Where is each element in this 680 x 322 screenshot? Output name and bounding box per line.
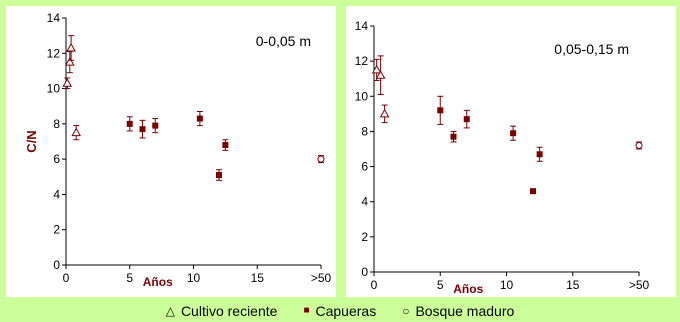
y-tick-label-12: 12 (47, 46, 61, 60)
y-tick-label-14: 14 (355, 19, 369, 33)
y-tick-label-0: 0 (361, 265, 368, 279)
y-tick-label-4: 4 (361, 195, 368, 209)
data-point-triangle-1 (64, 51, 75, 74)
square-marker (463, 116, 470, 123)
square-marker (450, 133, 457, 140)
y-axis-label: C/N (24, 130, 39, 152)
triangle-marker (379, 108, 390, 118)
data-point-square-4 (530, 188, 536, 195)
triangle-marker (66, 42, 76, 52)
chart-title: 0,05-0,15 m (554, 41, 629, 57)
data-point-triangle-0 (371, 58, 382, 81)
y-tick-label-8: 8 (361, 124, 368, 138)
data-point-square-2 (463, 109, 470, 129)
y-tick-label-2: 2 (361, 230, 368, 244)
x-tick-label-3: 15 (566, 278, 580, 292)
data-point-circle-0 (635, 141, 643, 150)
y-tick-label-0: 0 (53, 258, 60, 272)
square-marker (126, 120, 133, 127)
triangle-marker-icon: △ (165, 304, 175, 318)
triangle-marker (371, 64, 382, 74)
data-point-triangle-2 (66, 35, 76, 61)
legend-item-bosque: ○ Bosque maduro (402, 302, 514, 320)
legend-label-capueras: Capueras (315, 303, 377, 319)
x-tick-label-1: 5 (437, 278, 444, 292)
x-axis-label: Años (143, 275, 173, 289)
data-point-square-3 (510, 125, 517, 141)
circle-marker (317, 155, 325, 163)
x-tick-label-4: >50 (311, 271, 332, 285)
square-marker (152, 122, 159, 129)
x-tick-label-1: 5 (126, 271, 133, 285)
y-tick-label-2: 2 (53, 223, 60, 237)
square-marker (437, 107, 444, 114)
square-marker (222, 142, 229, 149)
square-marker (530, 188, 536, 195)
square-marker (510, 130, 517, 137)
y-tick-label-6: 6 (361, 160, 368, 174)
triangle-marker (375, 70, 386, 79)
scatter-chart-0: 0 2 4 6 8 10 12 14 0 5 10 15 >50 Años C/N 0-0,05 m (24, 11, 332, 289)
chart-panel-depth-0-005: 0 2 4 6 8 10 12 14 0 5 10 15 >50 Años C/N 0-0,05 m (6, 6, 336, 297)
legend-label-cultivo: Cultivo reciente (180, 303, 278, 319)
square-marker-icon: ■ (303, 305, 310, 316)
square-marker (139, 126, 146, 133)
y-tick-label-14: 14 (47, 11, 61, 25)
data-point-square-0 (126, 116, 133, 132)
chart-title: 0-0,05 m (256, 33, 311, 49)
chart-panel-depth-005-015: 0 2 4 6 8 10 12 14 0 5 10 15 >50 Años 0,05-0,15 m (346, 6, 676, 297)
y-tick-label-8: 8 (53, 117, 60, 131)
x-tick-label-0: 0 (371, 278, 378, 292)
legend-item-capueras: ■ Capueras (303, 302, 376, 320)
data-point-square-3 (196, 111, 203, 127)
x-tick-label-4: >50 (629, 278, 650, 292)
data-point-square-5 (222, 139, 229, 151)
triangle-marker (71, 127, 82, 137)
circle-marker (635, 141, 643, 149)
scatter-chart-1: 0 2 4 6 8 10 12 14 0 5 10 15 >50 Años 0,05-0,15 m (355, 19, 650, 296)
square-marker (536, 151, 543, 158)
data-point-square-0 (437, 95, 444, 125)
data-point-triangle-3 (71, 125, 82, 141)
data-point-triangle-1 (375, 55, 386, 96)
y-tick-label-6: 6 (53, 152, 60, 166)
data-point-square-2 (152, 118, 159, 134)
legend-label-bosque: Bosque maduro (415, 303, 515, 319)
legend-item-cultivo: △ Cultivo reciente (166, 302, 278, 320)
data-point-triangle-0 (62, 77, 73, 90)
y-tick-label-12: 12 (355, 54, 369, 68)
x-axis-label: Años (453, 282, 483, 296)
x-tick-label-2: 10 (500, 278, 514, 292)
square-marker (216, 172, 222, 179)
data-point-square-5 (536, 146, 543, 162)
data-point-square-4 (216, 169, 222, 181)
y-tick-label-10: 10 (47, 82, 61, 96)
x-tick-label-2: 10 (187, 271, 201, 285)
triangle-marker (64, 57, 75, 66)
data-point-square-1 (139, 119, 146, 139)
data-point-circle-0 (317, 155, 325, 164)
y-tick-label-4: 4 (53, 187, 60, 201)
x-tick-label-3: 15 (251, 271, 265, 285)
square-marker (196, 115, 203, 122)
x-tick-label-0: 0 (63, 271, 70, 285)
data-point-triangle-2 (379, 104, 390, 124)
data-point-square-1 (450, 130, 457, 143)
triangle-marker (62, 78, 73, 87)
y-tick-label-10: 10 (355, 89, 369, 103)
legend: △ Cultivo reciente ■ Capueras ○ Bosque m… (0, 302, 680, 320)
circle-marker-icon: ○ (402, 304, 410, 318)
